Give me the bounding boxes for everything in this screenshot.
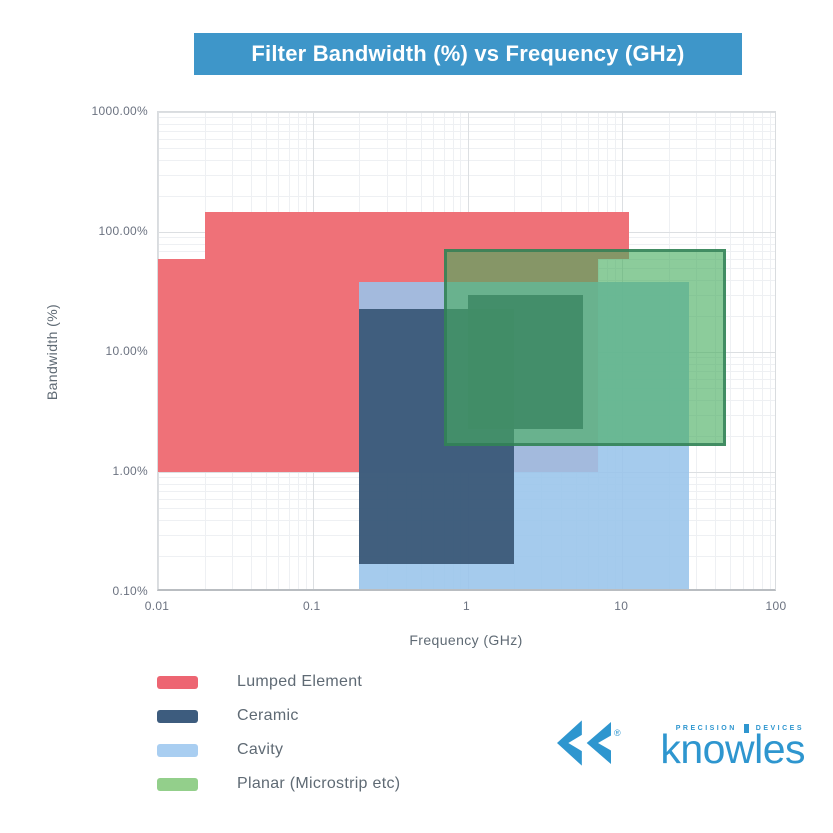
legend-label: Planar (Microstrip etc)	[237, 775, 401, 792]
knowles-k-icon	[557, 720, 611, 766]
y-tick-label: 1.00%	[112, 464, 148, 478]
legend-label: Ceramic	[237, 707, 299, 724]
gridline	[158, 174, 775, 176]
x-tick-label: 100	[765, 599, 787, 613]
gridline	[158, 112, 775, 113]
gridline	[158, 195, 775, 197]
tagline-precision: PRECISION	[675, 725, 737, 732]
x-tick-label: 1	[463, 599, 470, 613]
legend-swatch	[157, 743, 198, 757]
y-tick-label: 10.00%	[105, 344, 148, 358]
legend-item: Cavity	[157, 740, 400, 760]
gridline	[753, 112, 755, 589]
tagline-devices: DEVICES	[755, 725, 804, 732]
gridline	[742, 112, 744, 589]
legend-label: Lumped Element	[237, 673, 363, 690]
x-axis-title: Frequency (GHz)	[409, 632, 523, 648]
tagline-square-icon	[743, 724, 749, 733]
registered-mark: ®	[614, 728, 621, 738]
chart-title-banner: Filter Bandwidth (%) vs Frequency (GHz)	[194, 33, 742, 75]
legend-swatch	[157, 709, 198, 723]
gridline	[762, 112, 763, 589]
legend-item: Ceramic	[157, 706, 400, 726]
gridline	[158, 138, 775, 140]
logo-brand-text: knowles	[660, 726, 805, 772]
gridline	[158, 130, 775, 132]
legend-label: Cavity	[237, 741, 284, 758]
y-tick-label: 1000.00%	[91, 104, 148, 118]
plot-area	[157, 111, 776, 591]
x-tick-label: 0.01	[144, 599, 170, 613]
x-tick-label: 10	[614, 599, 629, 613]
legend-item: Planar (Microstrip etc)	[157, 774, 400, 794]
region-planar-microstrip-etc	[443, 249, 727, 446]
legend-swatch	[157, 777, 198, 791]
y-tick-label: 100.00%	[98, 224, 148, 238]
x-tick-label: 0.1	[302, 599, 321, 613]
gridline	[769, 112, 771, 589]
legend-swatch	[157, 675, 198, 689]
gridline	[158, 123, 775, 125]
gridline	[730, 112, 732, 589]
knowles-logo: ® PRECISION DEVICES knowles	[557, 712, 805, 778]
legend: Lumped Element Ceramic Cavity Planar (Micro…	[157, 672, 400, 794]
logo-tagline: PRECISION DEVICES	[676, 724, 804, 733]
gridline	[158, 159, 775, 161]
legend-item: Lumped Element	[157, 672, 400, 692]
gridline	[158, 117, 775, 119]
y-tick-label: 0.10%	[112, 584, 148, 598]
gridline	[158, 148, 775, 150]
chart-title: Filter Bandwidth (%) vs Frequency (GHz)	[251, 41, 685, 66]
